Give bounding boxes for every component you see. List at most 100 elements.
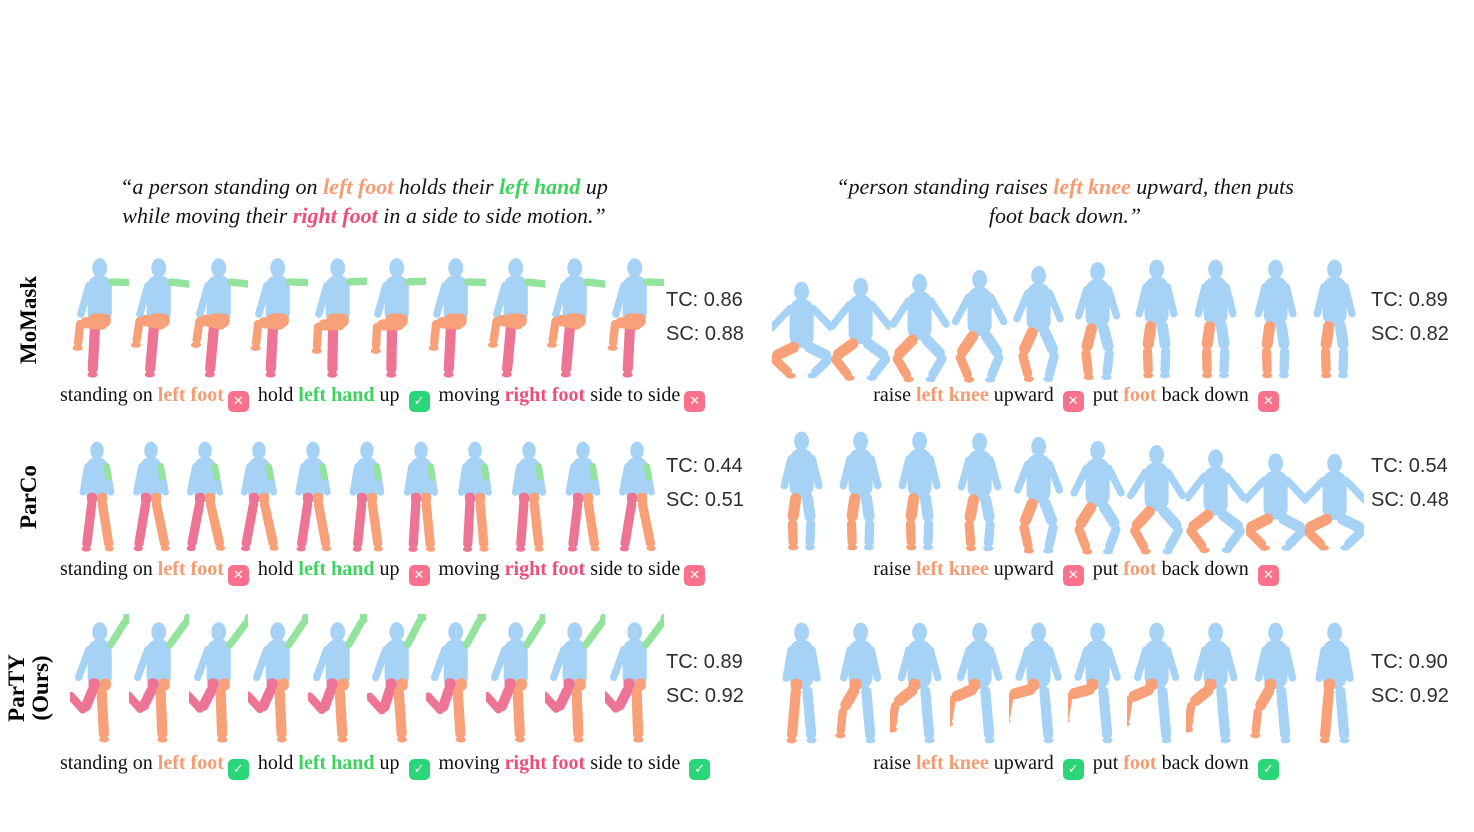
prompt-quote-left: “a person standing on left foot holds th… xyxy=(74,172,654,230)
method-label: ParCo xyxy=(16,465,41,529)
text-segment: standing on xyxy=(60,558,158,580)
score-value: 0.92 xyxy=(1404,685,1449,707)
prompt-quote-right: “person standing raises left knee upward… xyxy=(798,172,1332,230)
human-figure xyxy=(556,422,610,556)
score-tc: TC: 0.54 xyxy=(1371,456,1449,476)
human-figure xyxy=(1009,422,1068,556)
score-value: 0.48 xyxy=(1404,489,1449,511)
human-figure xyxy=(1186,614,1245,748)
human-figure xyxy=(605,250,665,384)
score-sc: SC: 0.82 xyxy=(1371,324,1449,344)
human-figure xyxy=(950,250,1009,384)
quote-line: “a person standing on left foot holds th… xyxy=(74,172,654,201)
human-figure xyxy=(340,422,394,556)
text-segment: standing on xyxy=(60,384,158,406)
row-label-box: MoMask xyxy=(0,260,58,380)
score-key: TC: xyxy=(1371,289,1404,311)
human-figure xyxy=(545,614,605,748)
method-label-line: MoMask xyxy=(16,275,42,365)
score-value: 0.92 xyxy=(699,685,744,707)
human-figure xyxy=(1305,614,1364,748)
text-segment: left knee xyxy=(1053,174,1131,199)
score-tc: TC: 0.44 xyxy=(666,456,744,476)
row-label-box: ParCo xyxy=(0,437,58,557)
score-value: 0.90 xyxy=(1403,651,1448,673)
human-figure xyxy=(486,250,546,384)
sub-caption: standing on left foot ✕ hold left hand up… xyxy=(60,384,706,412)
human-figure xyxy=(1186,422,1246,556)
score-value: 0.86 xyxy=(698,289,743,311)
motion-sequence xyxy=(70,250,665,384)
motion-sequence xyxy=(772,422,1365,556)
human-figure xyxy=(129,250,189,384)
human-figure xyxy=(1186,250,1245,384)
check-icon: ✓ xyxy=(1062,759,1084,780)
score-tc: TC: 0.90 xyxy=(1371,652,1449,672)
sub-caption: raise left knee upward ✓ put foot back d… xyxy=(856,752,1300,780)
human-figure xyxy=(426,614,486,748)
human-figure xyxy=(890,422,949,556)
sub-caption: standing on left foot ✓ hold left hand up… xyxy=(60,752,711,780)
score-key: SC: xyxy=(1371,489,1405,511)
human-figure xyxy=(1245,422,1305,556)
human-figure xyxy=(189,250,249,384)
text-segment: raise xyxy=(873,752,916,774)
human-figure xyxy=(1305,250,1364,384)
text-segment: back down xyxy=(1156,752,1254,774)
human-figure xyxy=(1246,250,1305,384)
score-block: TC: 0.86 SC: 0.88 xyxy=(666,290,744,358)
text-segment: moving xyxy=(433,558,505,580)
text-segment: left foot xyxy=(157,558,224,580)
human-figure xyxy=(308,250,368,384)
text-segment: up xyxy=(374,558,405,580)
text-segment: right foot xyxy=(504,384,586,406)
text-segment: holds their xyxy=(393,174,500,199)
text-segment: put xyxy=(1087,752,1124,774)
method-label-line: ParCo xyxy=(16,465,41,529)
human-figure xyxy=(232,422,286,556)
text-segment: foot xyxy=(1123,384,1157,406)
human-figure xyxy=(426,250,486,384)
score-value: 0.89 xyxy=(698,651,743,673)
quote-line: “person standing raises left knee upward… xyxy=(798,172,1332,201)
text-segment: raise xyxy=(873,558,916,580)
cross-icon: ✕ xyxy=(1257,391,1279,412)
text-segment: right foot xyxy=(292,203,378,228)
score-key: TC: xyxy=(1371,455,1404,477)
text-segment: hold xyxy=(252,558,299,580)
human-figure xyxy=(1127,614,1186,748)
text-segment: “a person standing on xyxy=(120,174,324,199)
cross-icon: ✕ xyxy=(227,391,249,412)
text-segment: left knee xyxy=(915,752,989,774)
text-segment: moving xyxy=(433,384,505,406)
score-key: SC: xyxy=(1371,323,1405,345)
text-segment: hold xyxy=(252,384,299,406)
method-label: ParTY (Ours) xyxy=(4,654,53,722)
score-value: 0.88 xyxy=(699,323,744,345)
human-figure xyxy=(1127,250,1186,384)
text-segment: left foot xyxy=(157,384,224,406)
cross-icon: ✕ xyxy=(408,565,430,586)
human-figure xyxy=(129,614,189,748)
text-segment: upward xyxy=(988,752,1059,774)
human-figure xyxy=(286,422,340,556)
score-block: TC: 0.89 SC: 0.92 xyxy=(666,652,744,720)
quote-line: while moving their right foot in a side … xyxy=(74,201,654,230)
score-key: SC: xyxy=(1371,685,1405,707)
text-segment: right foot xyxy=(504,752,586,774)
human-figure xyxy=(772,250,832,384)
sub-caption: raise left knee upward ✕ put foot back d… xyxy=(856,558,1300,586)
text-segment: back down xyxy=(1156,384,1254,406)
human-figure xyxy=(70,614,130,748)
human-figure xyxy=(502,422,556,556)
text-segment: up xyxy=(580,174,608,199)
text-segment: back down xyxy=(1156,558,1254,580)
score-sc: SC: 0.92 xyxy=(1371,686,1449,706)
human-figure xyxy=(70,250,130,384)
human-figure xyxy=(307,614,368,748)
human-figure xyxy=(1068,614,1127,748)
sub-caption: raise left knee upward ✕ put foot back d… xyxy=(856,384,1300,412)
human-figure xyxy=(545,250,605,384)
motion-sequence xyxy=(70,614,665,748)
